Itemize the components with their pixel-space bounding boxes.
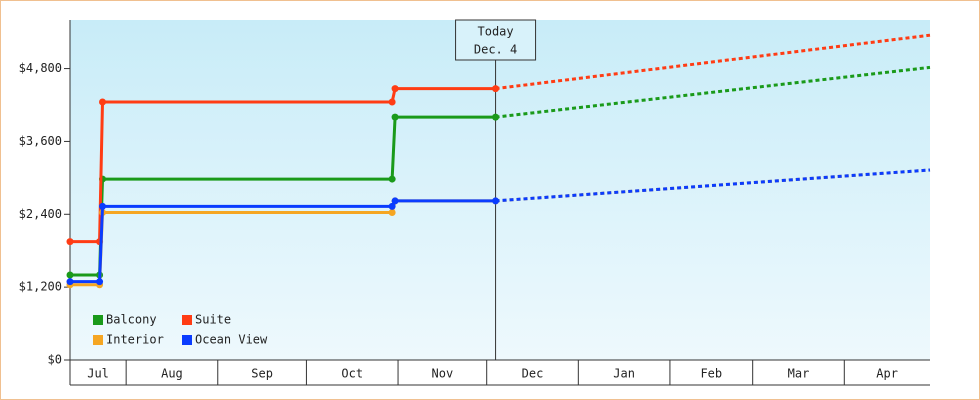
y-tick-label: $3,600 (19, 134, 62, 148)
point (492, 85, 500, 93)
point (388, 98, 396, 106)
today-label: Today (478, 25, 514, 39)
point (391, 113, 399, 121)
y-tick-label: $1,200 (19, 280, 62, 294)
legend-swatch (93, 335, 103, 345)
y-tick-label: $0 (48, 353, 62, 367)
legend-swatch (93, 315, 103, 325)
point (96, 278, 104, 286)
x-tick-label: Apr (876, 367, 898, 381)
point (66, 238, 74, 246)
today-date: Dec. 4 (474, 43, 517, 57)
x-tick-label: Feb (700, 367, 722, 381)
x-tick-label: Dec (522, 367, 544, 381)
series-line (70, 199, 496, 284)
point (492, 197, 500, 205)
point (66, 278, 74, 286)
legend-label: Ocean View (195, 333, 268, 347)
forecast-line (495, 33, 931, 91)
x-tick-label: Jul (87, 367, 109, 381)
y-tick-label: $4,800 (19, 61, 62, 75)
point (391, 197, 399, 205)
point (388, 208, 396, 216)
point (99, 202, 107, 210)
plot-area (70, 20, 930, 360)
forecast-line (495, 65, 931, 119)
x-tick-label: Oct (341, 367, 363, 381)
x-tick-label: Mar (788, 367, 810, 381)
legend-label: Interior (106, 333, 164, 347)
legend-label: Balcony (106, 313, 157, 327)
series-line (70, 115, 496, 277)
forecast-line (495, 168, 931, 203)
legend-swatch (182, 315, 192, 325)
x-tick-label: Nov (432, 367, 454, 381)
point (99, 98, 107, 106)
legend-label: Suite (195, 313, 231, 327)
point (388, 202, 396, 210)
point (66, 271, 74, 279)
today-box (455, 19, 537, 61)
point (492, 113, 500, 121)
series-line (70, 87, 496, 244)
y-tick-label: $2,400 (19, 207, 62, 221)
x-tick-label: Jan (613, 367, 635, 381)
point (388, 175, 396, 183)
x-tick-label: Aug (161, 367, 183, 381)
x-tick-label: Sep (251, 367, 273, 381)
point (391, 85, 399, 93)
legend-swatch (182, 335, 192, 345)
